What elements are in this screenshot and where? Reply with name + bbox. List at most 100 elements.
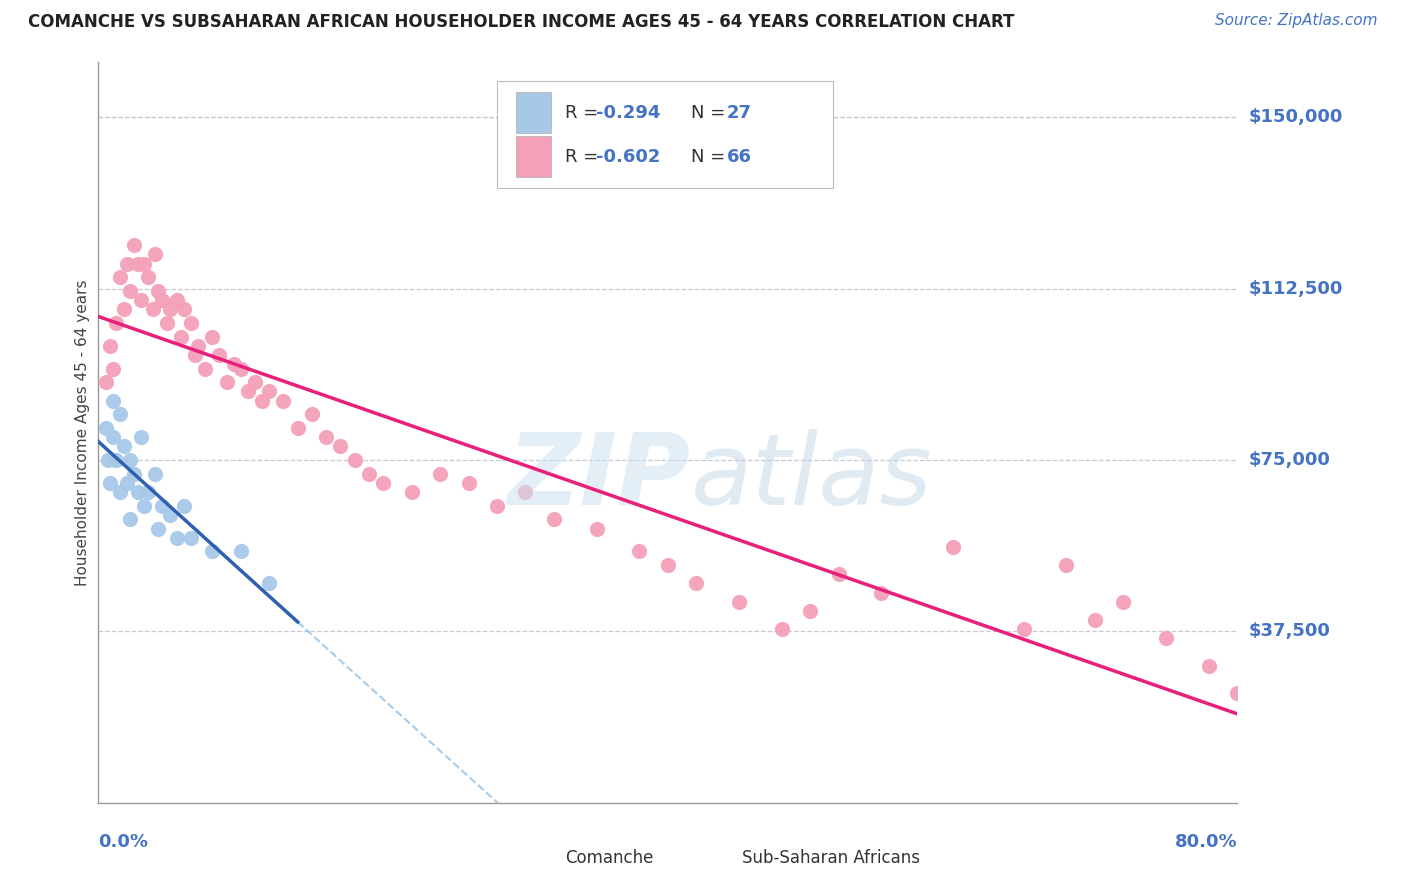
Point <box>728 595 751 609</box>
Point <box>373 475 395 490</box>
Text: Sub-Saharan Africans: Sub-Saharan Africans <box>742 849 920 867</box>
Point <box>108 408 131 422</box>
Point <box>215 376 238 390</box>
Point <box>201 544 224 558</box>
Text: atlas: atlas <box>690 428 932 525</box>
Point <box>870 585 893 599</box>
Text: Source: ZipAtlas.com: Source: ZipAtlas.com <box>1215 13 1378 29</box>
Point <box>136 485 159 500</box>
Point <box>98 475 121 490</box>
Point <box>1084 613 1107 627</box>
FancyBboxPatch shape <box>516 92 551 133</box>
Text: R =: R = <box>565 103 605 122</box>
Point <box>799 604 821 618</box>
Point <box>104 316 127 330</box>
Point <box>1056 558 1078 573</box>
Point <box>315 430 337 444</box>
Point <box>201 329 224 343</box>
Point <box>1012 622 1035 636</box>
Point <box>141 302 163 317</box>
Text: ZIP: ZIP <box>508 428 690 525</box>
Point <box>401 485 423 500</box>
Point <box>250 393 273 408</box>
Point <box>152 499 174 513</box>
Point <box>170 329 193 343</box>
Point <box>585 522 607 536</box>
Point <box>101 430 124 444</box>
FancyBboxPatch shape <box>498 81 832 188</box>
Point <box>180 316 202 330</box>
Point <box>301 408 323 422</box>
Point <box>236 384 259 399</box>
Point <box>180 531 202 545</box>
Point <box>136 270 159 285</box>
Point <box>129 293 152 307</box>
Point <box>127 485 149 500</box>
Point <box>187 339 209 353</box>
Text: $75,000: $75,000 <box>1249 451 1330 469</box>
Point <box>118 453 141 467</box>
Point <box>208 348 231 362</box>
Y-axis label: Householder Income Ages 45 - 64 years: Householder Income Ages 45 - 64 years <box>75 279 90 586</box>
Text: 80.0%: 80.0% <box>1174 833 1237 851</box>
Text: 66: 66 <box>727 148 752 166</box>
Point <box>657 558 679 573</box>
Point <box>222 357 245 371</box>
Point <box>148 522 170 536</box>
Text: COMANCHE VS SUBSAHARAN AFRICAN HOUSEHOLDER INCOME AGES 45 - 64 YEARS CORRELATION: COMANCHE VS SUBSAHARAN AFRICAN HOUSEHOLD… <box>28 13 1015 31</box>
Point <box>94 421 117 435</box>
Point <box>94 376 117 390</box>
Point <box>194 361 217 376</box>
Point <box>127 256 149 270</box>
Point <box>101 361 124 376</box>
Point <box>132 256 155 270</box>
FancyBboxPatch shape <box>707 844 733 873</box>
Point <box>159 302 181 317</box>
Text: Comanche: Comanche <box>565 849 654 867</box>
Point <box>148 284 170 298</box>
Point <box>229 544 252 558</box>
Text: $112,500: $112,500 <box>1249 280 1343 298</box>
Point <box>685 576 707 591</box>
Text: N =: N = <box>690 103 731 122</box>
Point <box>1112 595 1135 609</box>
Text: N =: N = <box>690 148 731 166</box>
Point <box>118 512 141 526</box>
Point <box>429 467 451 481</box>
Point <box>129 430 152 444</box>
Point <box>287 421 309 435</box>
Point <box>118 284 141 298</box>
Point <box>104 453 127 467</box>
Point <box>273 393 295 408</box>
Point <box>115 256 138 270</box>
Text: 0.0%: 0.0% <box>98 833 149 851</box>
Point <box>259 384 281 399</box>
Point <box>515 485 537 500</box>
Point <box>159 508 181 522</box>
Point <box>184 348 207 362</box>
Point <box>243 376 266 390</box>
Text: -0.294: -0.294 <box>596 103 661 122</box>
Point <box>343 453 366 467</box>
Point <box>115 475 138 490</box>
Text: 27: 27 <box>727 103 752 122</box>
Point <box>145 467 167 481</box>
Point <box>357 467 380 481</box>
Point <box>145 247 167 261</box>
Point <box>122 238 145 252</box>
Point <box>486 499 509 513</box>
Point <box>770 622 793 636</box>
Point <box>173 499 195 513</box>
Point <box>108 270 131 285</box>
Point <box>543 512 565 526</box>
Point <box>166 293 188 307</box>
Point <box>97 453 120 467</box>
Point <box>1154 632 1177 646</box>
Point <box>942 540 965 554</box>
Point <box>98 339 121 353</box>
Text: R =: R = <box>565 148 605 166</box>
FancyBboxPatch shape <box>531 844 557 873</box>
Point <box>628 544 651 558</box>
Point <box>1226 686 1249 700</box>
Point <box>112 439 135 453</box>
